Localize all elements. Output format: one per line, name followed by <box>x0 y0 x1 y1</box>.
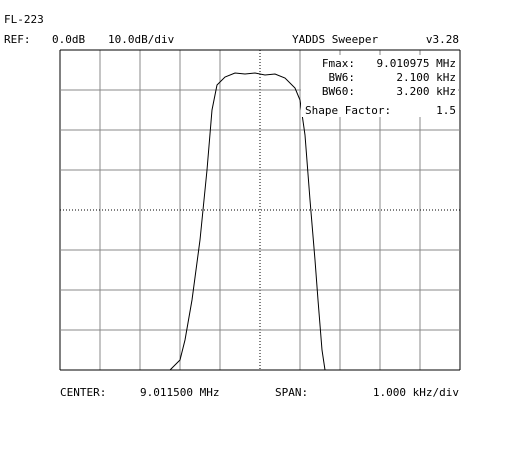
readout-label: Shape Factor: <box>305 104 391 117</box>
readout-label: Fmax: <box>322 57 355 70</box>
center-label: CENTER: <box>60 386 106 399</box>
scale: 10.0dB/div <box>108 33 175 46</box>
readout-value: 9.010975 MHz <box>377 57 456 70</box>
center-frequency: 9.011500 MHz <box>140 386 219 399</box>
version: v3.28 <box>426 33 459 46</box>
readout-box <box>301 55 458 117</box>
app-name: YADDS Sweeper <box>292 33 378 46</box>
ref-level: 0.0dB <box>52 33 85 46</box>
chart-title: FL-223 <box>4 13 44 26</box>
readout-label: BW60: <box>322 85 355 98</box>
readout-value: 2.100 kHz <box>396 71 456 84</box>
response-trace <box>169 72 326 371</box>
span: 1.000 kHz/div <box>373 386 459 399</box>
readout-label: BW6: <box>329 71 356 84</box>
span-label: SPAN: <box>275 386 308 399</box>
readout-value: 1.5 <box>436 104 456 117</box>
readout-value: 3.200 kHz <box>396 85 456 98</box>
ref-label: REF: <box>4 33 31 46</box>
